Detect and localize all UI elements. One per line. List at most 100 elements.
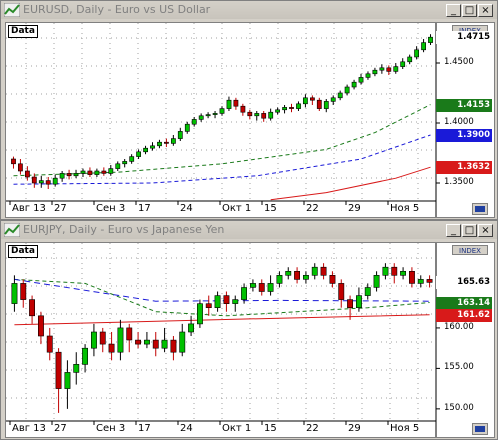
candle-body	[379, 67, 385, 71]
candle-body	[11, 158, 16, 165]
candle-body	[20, 283, 27, 300]
minimize-button[interactable]: _	[446, 224, 461, 237]
candle-body	[91, 331, 97, 349]
chart-plot-area[interactable]: Data INDEX 165.00160.00155.00150.00165.6…	[5, 242, 495, 438]
candle-body	[330, 97, 336, 102]
candle-body	[87, 170, 93, 175]
candles	[11, 263, 433, 413]
candle-body	[276, 274, 283, 284]
candle-body	[143, 147, 148, 153]
candle-body	[337, 92, 343, 99]
candle-body	[296, 103, 301, 109]
maximize-button[interactable]: □	[462, 224, 477, 237]
x-tick-label: 15	[264, 423, 277, 434]
candle-body	[261, 113, 267, 119]
candle-body	[101, 170, 107, 174]
minimize-button[interactable]: _	[446, 4, 461, 17]
candle-body	[11, 283, 18, 304]
window-titlebar[interactable]: EURUSD, Daily - Euro vs US Dollar _ □ ×	[1, 1, 497, 19]
y-tick-label: 1.3500	[444, 177, 474, 187]
candle-body	[400, 270, 406, 276]
candle-body	[294, 270, 300, 280]
candle-body	[117, 327, 124, 353]
x-tick-label: Сен 3	[96, 203, 126, 214]
window-title: EURJPY, Daily - Euro vs Japanese Yen	[23, 223, 225, 236]
candle-body	[205, 303, 212, 309]
candle-body	[382, 266, 389, 276]
candle-body	[407, 56, 413, 63]
candle-body	[309, 97, 315, 101]
candles	[11, 34, 433, 189]
moving-average-line	[13, 104, 431, 177]
maximize-button[interactable]: □	[462, 4, 477, 17]
candle-body	[152, 339, 159, 349]
candle-body	[177, 131, 183, 139]
candle-body	[184, 123, 190, 132]
candle-body	[73, 173, 79, 177]
x-tick-label: Окт 1	[222, 423, 252, 434]
candle-body	[31, 176, 37, 184]
chart-window-eurjpy: EURJPY, Daily - Euro vs Japanese Yen _ □…	[0, 220, 498, 440]
x-tick-label: 27	[54, 423, 67, 434]
window-titlebar[interactable]: EURJPY, Daily - Euro vs Japanese Yen _ □…	[1, 221, 497, 239]
candle-body	[358, 77, 364, 83]
candle-body	[393, 66, 399, 72]
grid	[6, 243, 436, 421]
price-label: 161.62	[436, 308, 492, 322]
candle-body	[344, 86, 350, 94]
candle-body	[408, 270, 415, 284]
candle-body	[417, 279, 424, 284]
candle-body	[94, 170, 100, 175]
candle-body	[285, 270, 292, 276]
candle-body	[391, 266, 398, 276]
candle-body	[320, 266, 327, 276]
candle-body	[355, 295, 362, 308]
x-tick-label: Ноя 5	[390, 423, 420, 434]
candle-body	[122, 161, 128, 165]
x-tick-label: 22	[306, 423, 319, 434]
candle-body	[282, 107, 287, 111]
x-tick-label: 27	[54, 203, 67, 214]
candle-body	[268, 111, 274, 119]
candle-body	[428, 36, 433, 43]
candle-body	[179, 331, 186, 353]
close-button[interactable]: ×	[478, 4, 493, 17]
candle-body	[386, 67, 392, 72]
x-tick-label: Ноя 5	[390, 203, 420, 214]
candle-body	[223, 295, 230, 304]
index-button[interactable]: INDEX	[452, 245, 488, 255]
candle-body	[108, 168, 114, 174]
candle-body	[73, 364, 80, 373]
candle-body	[115, 163, 121, 169]
price-chart	[6, 243, 440, 437]
price-label: 1.4715	[436, 31, 492, 45]
candle-body	[197, 303, 203, 325]
candle-body	[18, 163, 23, 172]
candle-body	[82, 347, 89, 365]
candle-body	[170, 339, 177, 353]
candle-body	[289, 107, 294, 109]
y-tick-label: 1.4000	[444, 117, 474, 127]
chart-shift-button[interactable]	[472, 423, 488, 435]
chart-plot-area[interactable]: Data INDEX 1.45001.40001.35001.47151.415…	[5, 22, 495, 218]
candle-body	[37, 315, 44, 337]
candle-body	[316, 99, 322, 109]
candle-body	[219, 108, 225, 114]
chart-window-icon	[4, 3, 20, 17]
candle-body	[426, 279, 433, 283]
price-chart	[6, 23, 440, 217]
candle-body	[302, 274, 309, 280]
candle-body	[38, 180, 44, 184]
candle-body	[247, 111, 253, 117]
close-button[interactable]: ×	[478, 224, 493, 237]
candle-body	[275, 109, 280, 113]
candle-body	[188, 323, 194, 333]
data-label: Data	[8, 245, 38, 258]
candle-body	[136, 151, 141, 157]
y-tick-label: 150.00	[444, 402, 474, 413]
candle-body	[198, 115, 204, 120]
x-tick-label: 17	[138, 203, 151, 214]
window-title: EURUSD, Daily - Euro vs US Dollar	[23, 3, 211, 16]
price-label: 1.4153	[436, 98, 492, 112]
chart-shift-button[interactable]	[472, 203, 488, 215]
